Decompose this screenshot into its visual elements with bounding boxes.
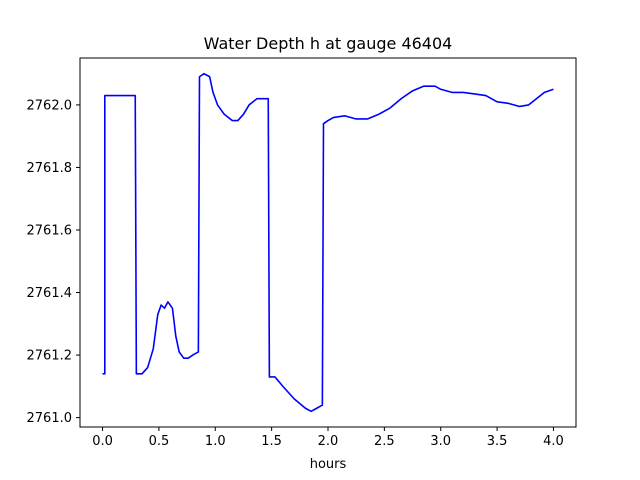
x-tick-label: 0.0	[92, 434, 113, 449]
x-tick-label: 4.0	[543, 434, 564, 449]
x-tick-label: 2.5	[374, 434, 395, 449]
x-tick-label: 0.5	[149, 434, 170, 449]
plot-frame	[79, 57, 577, 428]
x-tick-label: 1.5	[261, 434, 282, 449]
plot-area	[102, 72, 554, 413]
y-tick-label: 2761.8	[27, 161, 73, 176]
y-tick-label: 2761.2	[27, 349, 73, 364]
x-tick-label: 2.0	[318, 434, 339, 449]
x-axis-label: hours	[310, 457, 347, 472]
y-tick-label: 2762.0	[27, 98, 73, 113]
series-line-0	[102, 72, 554, 413]
y-tick-label: 2761.6	[27, 223, 73, 238]
x-tick-label: 3.0	[430, 434, 451, 449]
x-tick-label: 3.5	[487, 434, 508, 449]
y-tick-label: 2761.4	[27, 286, 73, 301]
y-tick-label: 2761.0	[27, 411, 73, 426]
x-tick-label: 1.0	[205, 434, 226, 449]
chart-title: Water Depth h at gauge 46404	[204, 34, 453, 53]
axis-ticks: 0.0 0.5 1.0 1.5 2.0 2.5 3.0 3.5 4.0 2761.0 2761.2 2…	[27, 98, 564, 449]
